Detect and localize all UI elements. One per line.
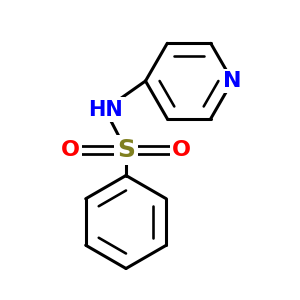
- Text: O: O: [172, 140, 191, 160]
- Text: O: O: [61, 140, 80, 160]
- Text: S: S: [117, 138, 135, 162]
- Text: N: N: [223, 71, 242, 91]
- Text: HN: HN: [88, 100, 122, 119]
